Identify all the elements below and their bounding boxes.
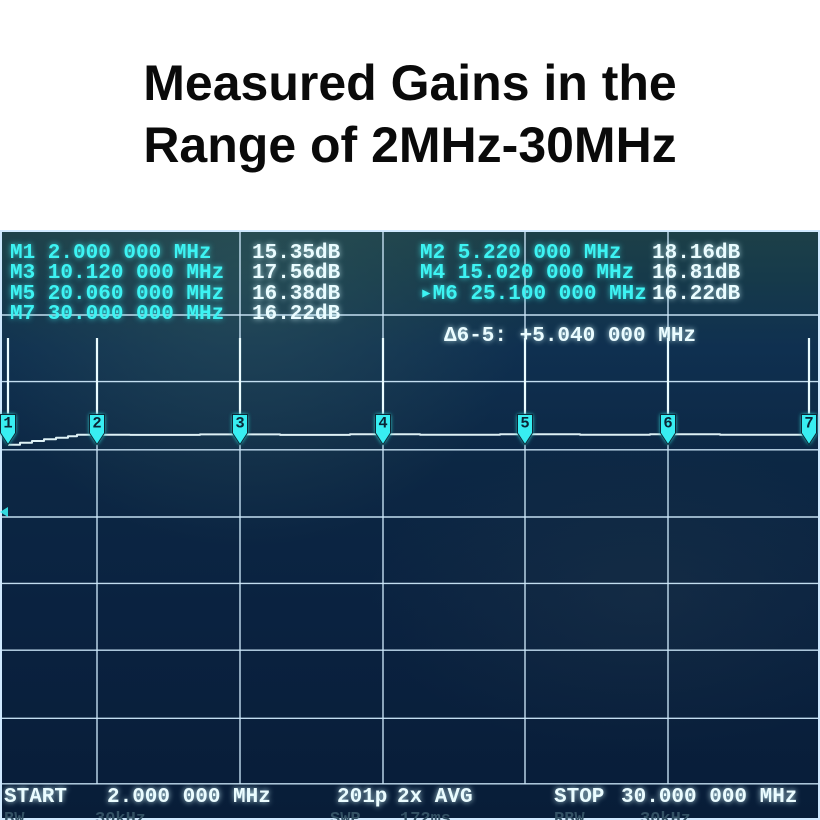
svg-text:6: 6: [663, 415, 672, 433]
svg-text:1: 1: [3, 415, 12, 433]
svg-text:4: 4: [378, 415, 387, 433]
svg-text:3: 3: [235, 415, 244, 433]
svg-text:5: 5: [520, 415, 529, 433]
svg-text:2: 2: [92, 415, 101, 433]
svg-text:7: 7: [804, 415, 813, 433]
